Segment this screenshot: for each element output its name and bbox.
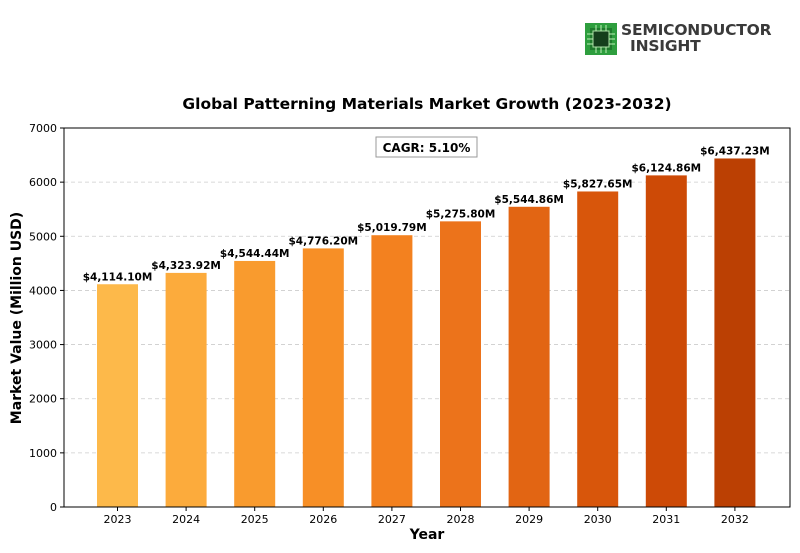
data-label: $5,019.79M [357, 222, 427, 234]
x-tick-label: 2029 [515, 513, 543, 526]
data-label: $5,827.65M [563, 178, 633, 190]
y-tick-label: 3000 [29, 339, 57, 352]
x-tick-label: 2025 [241, 513, 269, 526]
y-axis-label: Market Value (Million USD) [9, 212, 25, 424]
x-tick-label: 2030 [584, 513, 612, 526]
data-labels: $4,114.10M$4,323.92M$4,544.44M$4,776.20M… [83, 145, 770, 283]
data-label: $6,437.23M [700, 145, 770, 157]
data-label: $5,275.80M [426, 208, 496, 220]
y-tick-label: 6000 [29, 176, 57, 189]
data-label: $4,323.92M [151, 260, 221, 272]
bar [302, 248, 344, 507]
x-tick-label: 2031 [652, 513, 680, 526]
x-tick-label: 2026 [309, 513, 337, 526]
cagr-box [375, 136, 478, 158]
bar [714, 158, 756, 507]
bar [234, 260, 276, 507]
bar [371, 235, 413, 507]
bar [577, 191, 619, 508]
x-axis-label: Year [409, 527, 445, 543]
x-tick-label: 2032 [721, 513, 749, 526]
x-tick-label: 2028 [447, 513, 475, 526]
y-tick-label: 0 [50, 501, 57, 514]
cagr-annotation: CAGR: 5.10% [375, 136, 478, 158]
x-axis-ticks: 2023 2024 2025 2026 2027 2028 2029 2030 2031 2032 [104, 507, 749, 526]
y-tick-label: 4000 [29, 284, 57, 297]
bar [165, 272, 207, 507]
chart-title: Global Patterning Materials Market Growt… [182, 95, 671, 113]
bar [508, 206, 550, 507]
data-label: $4,544.44M [220, 248, 290, 260]
y-tick-label: 1000 [29, 447, 57, 460]
bars [97, 158, 756, 508]
brand-logo: SEMICONDUCTOR INSIGHT [585, 22, 775, 58]
x-tick-label: 2024 [172, 513, 200, 526]
y-tick-label: 2000 [29, 393, 57, 406]
y-tick-label: 7000 [29, 122, 57, 135]
bar [97, 284, 138, 507]
cagr-text: CAGR: 5.10% [383, 141, 471, 155]
x-tick-label: 2027 [378, 513, 406, 526]
data-label: $6,124.86M [632, 162, 702, 174]
chip-icon [585, 23, 617, 55]
data-label: $4,114.10M [83, 271, 153, 283]
brand-name-line1: SEMICONDUCTOR [621, 21, 772, 39]
brand-name-line2: INSIGHT [630, 37, 701, 55]
bar [645, 175, 687, 508]
data-label: $4,776.20M [289, 235, 359, 247]
plot-frame [63, 127, 791, 508]
data-label: $5,544.86M [494, 194, 564, 206]
y-tick-label: 5000 [29, 230, 57, 243]
y-axis-ticks: 0 1000 2000 3000 4000 5000 6000 7000 [29, 122, 64, 514]
brand-name: SEMICONDUCTOR INSIGHT [621, 21, 772, 55]
x-tick-label: 2023 [104, 513, 132, 526]
bar [440, 221, 481, 507]
